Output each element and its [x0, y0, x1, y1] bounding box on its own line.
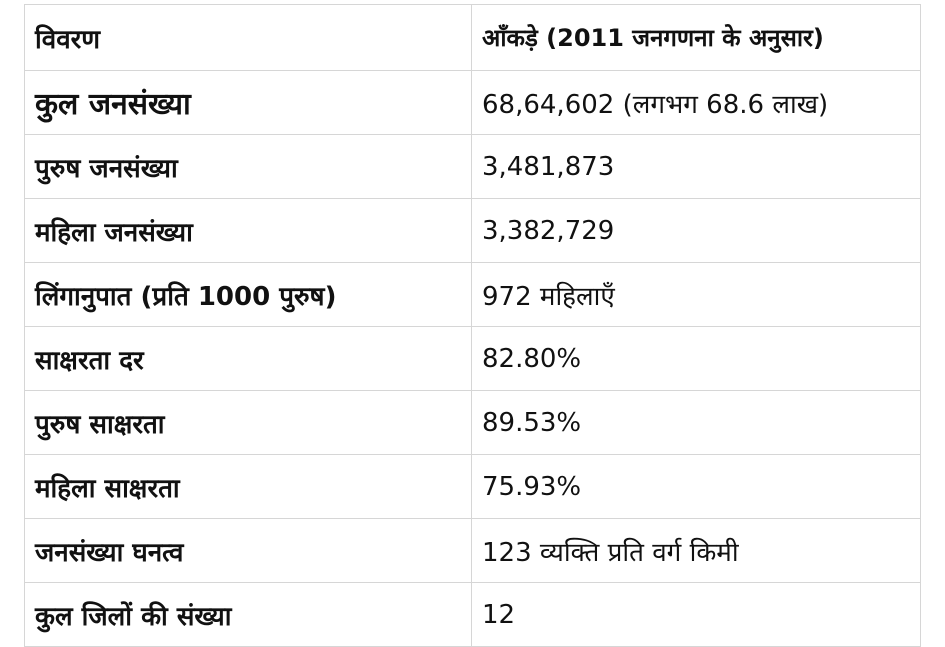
table-row: पुरुष साक्षरता 89.53% [24, 390, 921, 455]
row-label: पुरुष जनसंख्या [24, 134, 472, 199]
table-row: जनसंख्या घनत्व 123 व्यक्ति प्रति वर्ग कि… [24, 518, 921, 583]
table-row: कुल जिलों की संख्या 12 [24, 582, 921, 647]
row-label: जनसंख्या घनत्व [24, 518, 472, 583]
row-value: 89.53% [471, 390, 921, 455]
row-label: महिला जनसंख्या [24, 198, 472, 263]
row-value: 12 [471, 582, 921, 647]
row-label: लिंगानुपात (प्रति 1000 पुरुष) [24, 262, 472, 327]
row-value: 3,481,873 [471, 134, 921, 199]
row-value: 75.93% [471, 454, 921, 519]
row-label: कुल जनसंख्या [24, 70, 472, 135]
table-row: कुल जनसंख्या 68,64,602 (लगभग 68.6 लाख) [24, 70, 921, 135]
table-row: महिला साक्षरता 75.93% [24, 454, 921, 519]
census-table: विवरण आँकड़े (2011 जनगणना के अनुसार) कुल… [24, 4, 921, 647]
row-value: 972 महिलाएँ [471, 262, 921, 327]
row-label: कुल जिलों की संख्या [24, 582, 472, 647]
row-label: साक्षरता दर [24, 326, 472, 391]
row-value: 3,382,729 [471, 198, 921, 263]
table-row: लिंगानुपात (प्रति 1000 पुरुष) 972 महिलाए… [24, 262, 921, 327]
row-value: 82.80% [471, 326, 921, 391]
data-table-container: विवरण आँकड़े (2011 जनगणना के अनुसार) कुल… [24, 4, 921, 647]
table-row: पुरुष जनसंख्या 3,481,873 [24, 134, 921, 199]
table-row: साक्षरता दर 82.80% [24, 326, 921, 391]
header-figures: आँकड़े (2011 जनगणना के अनुसार) [471, 4, 921, 71]
row-value: 68,64,602 (लगभग 68.6 लाख) [471, 70, 921, 135]
table-header-row: विवरण आँकड़े (2011 जनगणना के अनुसार) [24, 4, 921, 71]
row-value: 123 व्यक्ति प्रति वर्ग किमी [471, 518, 921, 583]
row-label: पुरुष साक्षरता [24, 390, 472, 455]
table-row: महिला जनसंख्या 3,382,729 [24, 198, 921, 263]
header-description: विवरण [24, 4, 472, 71]
row-label: महिला साक्षरता [24, 454, 472, 519]
